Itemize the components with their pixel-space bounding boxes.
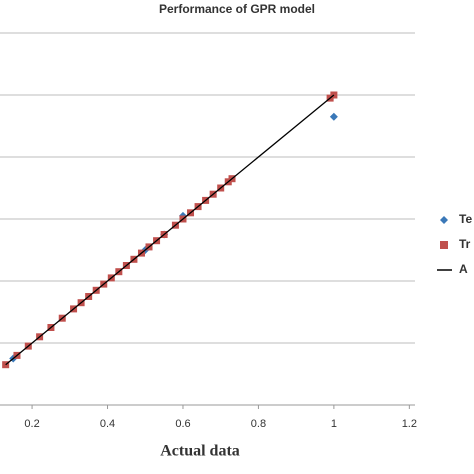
x-tick-label: 0.2 [24,418,39,430]
x-tick-label: 0.4 [100,418,115,430]
chart-title: Performance of GPR model [159,2,315,16]
legend-label: A [459,262,468,276]
x-tick-label: 0.8 [251,418,266,430]
reference-line [5,94,335,366]
legend-label: Tr [459,237,471,251]
legend-label: Te [459,212,472,226]
x-tick-label: 1 [331,418,337,430]
x-tick-label: 1.2 [402,418,417,430]
legend-swatch [440,216,448,224]
x-axis-title: Actual data [160,443,240,460]
legend-swatch [440,241,448,249]
point [329,112,338,121]
x-tick-label: 0.6 [175,418,190,430]
